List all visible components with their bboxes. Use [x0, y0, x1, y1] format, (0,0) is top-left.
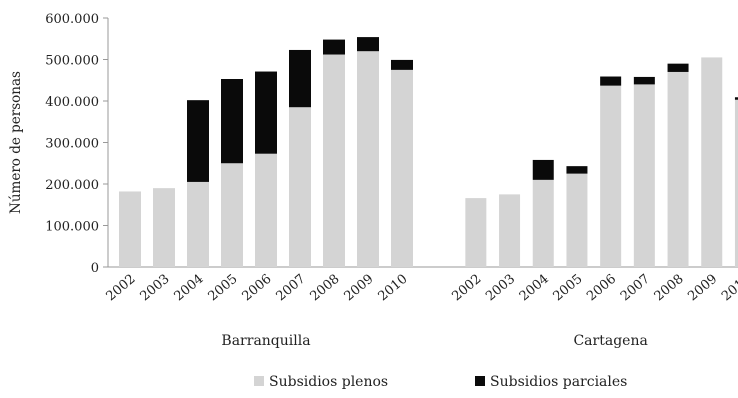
- x-tick-label: 2006: [240, 272, 275, 305]
- x-tick-label: 2010: [719, 272, 738, 305]
- bar-subsidios-plenos: [532, 179, 554, 267]
- x-tick-label: 2004: [517, 272, 552, 305]
- bar-subsidios-plenos: [600, 85, 622, 268]
- bar-subsidios-parciales: [255, 71, 277, 154]
- bar-subsidios-parciales: [734, 97, 738, 100]
- legend-label: Subsidios plenos: [269, 374, 388, 390]
- bar-subsidios-parciales: [391, 59, 413, 70]
- x-tick-label: 2008: [308, 272, 343, 305]
- bar-subsidios-parciales: [566, 166, 588, 174]
- bar-subsidios-plenos: [119, 191, 141, 267]
- bar-subsidios-parciales: [323, 39, 345, 55]
- bar-subsidios-parciales: [357, 37, 379, 52]
- y-tick-label: 600.000: [45, 12, 99, 27]
- x-tick-label: 2009: [685, 272, 720, 305]
- y-tick-label: 100.000: [45, 220, 99, 235]
- x-tick-label: 2005: [551, 272, 586, 305]
- legend-swatch-subsidios-parciales: [475, 376, 485, 386]
- y-tick-label: 300.000: [45, 137, 99, 152]
- bar-subsidios-parciales: [633, 76, 655, 85]
- bar-subsidios-plenos: [391, 69, 413, 267]
- y-tick-label: 400.000: [45, 95, 99, 110]
- bar-subsidios-plenos: [633, 84, 655, 268]
- y-axis-label: Número de personas: [8, 71, 24, 214]
- bar-subsidios-parciales: [532, 159, 554, 180]
- bar-subsidios-plenos: [255, 153, 277, 267]
- bar-subsidios-plenos: [221, 163, 243, 267]
- x-tick-label: 2002: [104, 272, 139, 305]
- bar-subsidios-plenos: [357, 51, 379, 268]
- x-tick-label: 2010: [376, 272, 411, 305]
- group-label: Cartagena: [573, 333, 647, 349]
- bar-subsidios-plenos: [566, 173, 588, 267]
- x-tick-label: 2008: [652, 272, 687, 305]
- x-tick-label: 2003: [138, 272, 173, 305]
- bar-subsidios-plenos: [153, 188, 175, 267]
- bar-subsidios-plenos: [289, 107, 311, 267]
- y-tick-label: 200.000: [45, 178, 99, 193]
- x-tick-label: 2004: [172, 272, 207, 305]
- legend-swatch-subsidios-plenos: [254, 376, 264, 386]
- x-tick-label: 2003: [483, 272, 518, 305]
- bar-subsidios-plenos: [323, 54, 345, 267]
- x-tick-label: 2007: [618, 272, 653, 305]
- bar-subsidios-parciales: [289, 49, 311, 108]
- x-tick-label: 2002: [449, 272, 484, 305]
- x-tick-label: 2005: [206, 272, 241, 305]
- bar-subsidios-plenos: [734, 99, 738, 267]
- bar-subsidios-parciales: [221, 79, 243, 164]
- bar-subsidios-plenos: [187, 181, 209, 267]
- x-tick-label: 2009: [342, 272, 377, 305]
- bar-subsidios-plenos: [667, 71, 689, 267]
- y-tick-label: 500.000: [45, 54, 99, 69]
- bar-subsidios-parciales: [667, 63, 689, 72]
- bar-subsidios-plenos: [465, 198, 487, 267]
- bar-subsidios-parciales: [187, 100, 209, 182]
- legend-label: Subsidios parciales: [490, 374, 627, 390]
- group-label: Barranquilla: [221, 333, 310, 349]
- x-tick-label: 2007: [274, 272, 309, 305]
- y-tick-label: 0: [91, 261, 99, 276]
- bar-subsidios-plenos: [499, 194, 521, 267]
- x-tick-label: 2006: [584, 272, 619, 305]
- bar-subsidios-plenos: [701, 57, 723, 267]
- bar-subsidios-parciales: [600, 76, 622, 86]
